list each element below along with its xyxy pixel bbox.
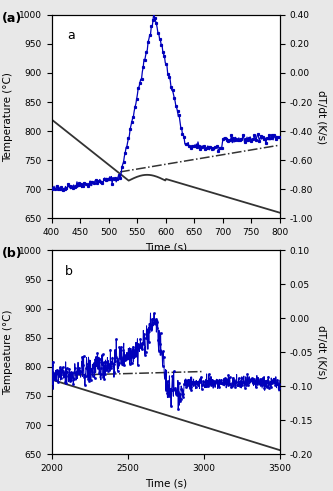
- Text: a: a: [68, 29, 75, 42]
- X-axis label: Time (s): Time (s): [145, 243, 187, 253]
- X-axis label: Time (s): Time (s): [145, 478, 187, 489]
- Y-axis label: dT/dt (K/s): dT/dt (K/s): [317, 325, 327, 380]
- Text: b: b: [65, 265, 73, 278]
- Y-axis label: Temperature (°C): Temperature (°C): [3, 72, 13, 162]
- Y-axis label: Tempeature (°C): Tempeature (°C): [3, 309, 13, 395]
- Text: (b): (b): [2, 247, 22, 260]
- Text: (a): (a): [2, 12, 22, 25]
- Y-axis label: dT/dt (K/s): dT/dt (K/s): [317, 89, 327, 144]
